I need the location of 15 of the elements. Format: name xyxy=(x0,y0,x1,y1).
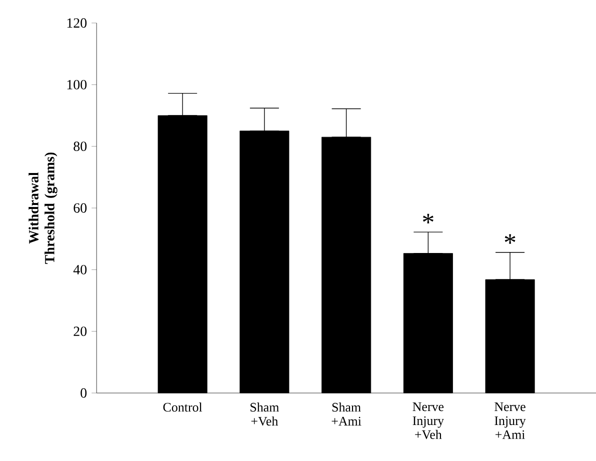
y-tick-label: 60 xyxy=(74,203,87,213)
y-tick-label: 20 xyxy=(74,326,87,336)
y-tick-label: 100 xyxy=(67,80,87,90)
x-tick-label: Nerve Injury +Veh xyxy=(412,402,444,440)
y-tick-label: 120 xyxy=(67,18,87,28)
x-tick-label: Sham +Ami xyxy=(332,402,362,426)
annotation: * xyxy=(422,214,434,224)
y-axis-title: Withdrawal Threshold (grams) xyxy=(28,152,58,264)
y-tick-label: 0 xyxy=(80,388,87,398)
x-tick-label: Control xyxy=(163,402,202,412)
y-tick-label: 80 xyxy=(74,142,87,152)
annotation: * xyxy=(504,234,516,244)
y-tick-label: 40 xyxy=(73,264,87,274)
x-tick-label: Sham +Veh xyxy=(250,402,279,426)
x-tick-label: Nerve Injury +Ami xyxy=(494,402,526,439)
